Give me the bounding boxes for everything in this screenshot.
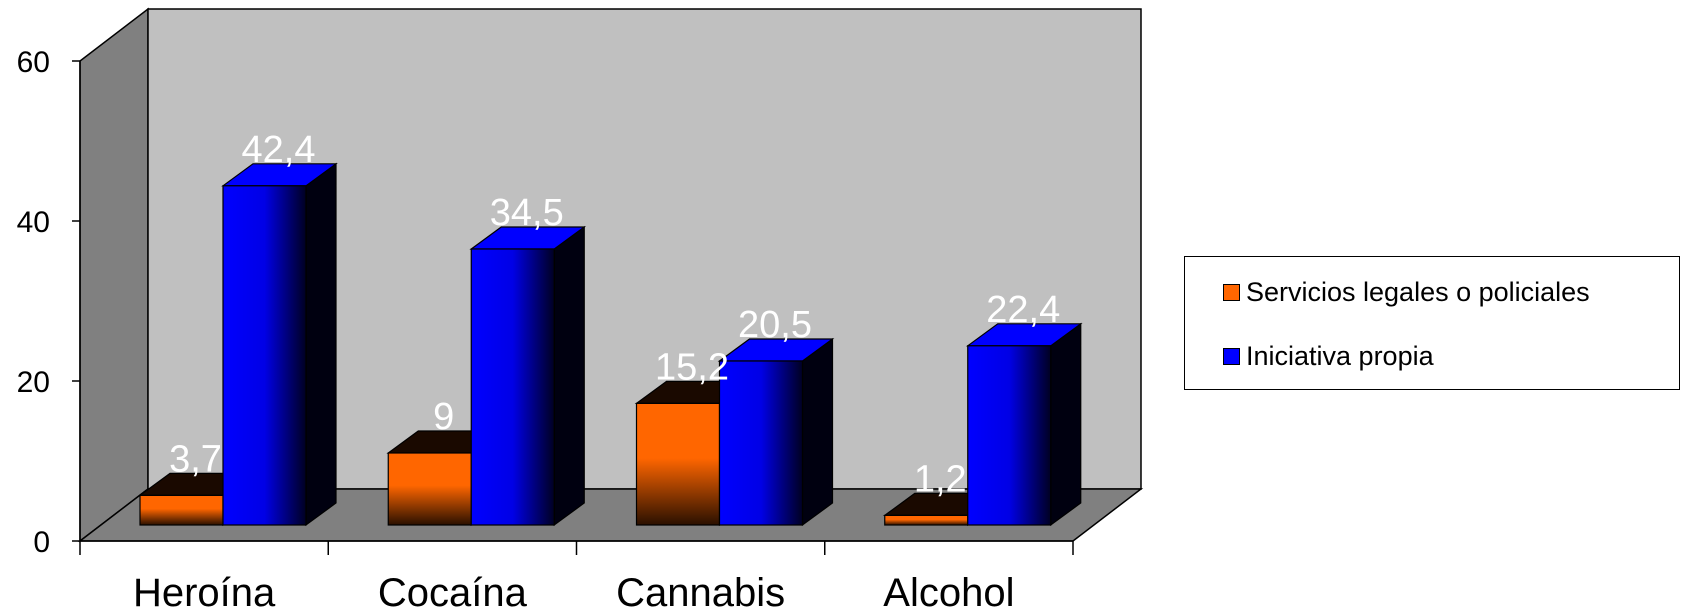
bar-side xyxy=(801,337,834,527)
legend-label-iniciativa: Iniciativa propia xyxy=(1246,341,1434,371)
legend-item-iniciativa: Iniciativa propia xyxy=(1223,341,1434,372)
bar-side xyxy=(553,225,585,527)
legend: Servicios legales o policiales Iniciativ… xyxy=(1184,256,1680,390)
data-labels: 3,7 42,4 9 34,5 15,220,5 1,2 22,4 xyxy=(169,129,1060,501)
data-label-iniciativa-propia-alcohol: 22,4 xyxy=(986,289,1060,331)
bar-iniciativa-propia-alcohol xyxy=(965,322,1083,527)
category-label-cannabis: Cannabis xyxy=(616,571,785,614)
data-label-iniciativa-propia-cannabis: 20,5 xyxy=(738,304,812,346)
y-tick-label-0: 0 xyxy=(33,526,50,559)
side-wall xyxy=(79,7,149,543)
bar-side xyxy=(1050,322,1082,527)
data-label-servicios-legales-o-policiales-alcohol: 1,2 xyxy=(914,458,967,500)
y-tick-label-60: 60 xyxy=(17,46,50,79)
y-tick-label-20: 20 xyxy=(17,366,50,399)
category-label-heroina: Heroína xyxy=(133,571,276,614)
data-label-iniciativa-propia-cocaina: 34,5 xyxy=(490,192,564,234)
bar-iniciativa-propia-heroina xyxy=(221,162,338,527)
legend-swatch-servicios xyxy=(1223,284,1240,301)
bar-front xyxy=(884,514,969,526)
bar-front xyxy=(967,345,1052,526)
category-label-alcohol: Alcohol xyxy=(883,571,1014,614)
legend-swatch-iniciativa xyxy=(1223,348,1240,365)
legend-label-servicios: Servicios legales o policiales xyxy=(1246,277,1590,307)
data-label-servicios-legales-o-policiales-cannabis: 15,2 xyxy=(655,346,729,388)
chart-frame xyxy=(77,7,1144,543)
bars xyxy=(138,162,1083,527)
bar-iniciativa-propia-cocaina xyxy=(469,225,587,527)
bar-front xyxy=(387,452,472,526)
bar-side xyxy=(305,162,337,527)
data-label-servicios-legales-o-policiales-cocaina: 9 xyxy=(433,396,454,438)
legend-item-servicios: Servicios legales o policiales xyxy=(1223,277,1590,308)
x-axis: Heroína Cocaína Cannabis Alcohol xyxy=(79,540,1074,614)
category-label-cocaina: Cocaína xyxy=(378,571,528,614)
bar-front xyxy=(635,402,721,526)
bar-front xyxy=(470,248,555,526)
bar-front xyxy=(222,185,307,526)
bar-front xyxy=(718,360,804,526)
y-tick-label-40: 40 xyxy=(17,206,50,239)
bar-iniciativa-propia-cannabis xyxy=(717,337,835,527)
data-label-iniciativa-propia-heroina: 42,4 xyxy=(242,129,316,171)
y-axis: 0 20 40 60 xyxy=(17,46,81,559)
data-label-servicios-legales-o-policiales-heroina: 3,7 xyxy=(169,438,222,480)
bar-front xyxy=(139,494,224,526)
